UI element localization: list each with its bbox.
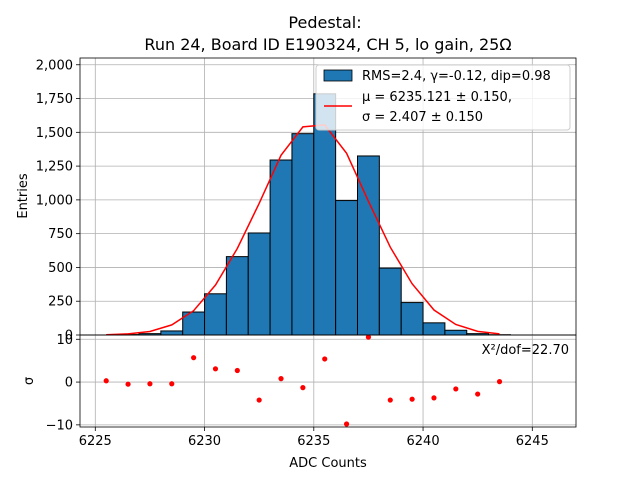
histogram-bar — [335, 200, 358, 336]
residual-point — [300, 385, 306, 391]
bottom-y-ticks: −10 0 10 — [46, 333, 80, 433]
x-tick-label: 6240 — [407, 434, 440, 449]
residual-point — [147, 381, 153, 387]
histogram-bar — [160, 330, 184, 336]
fit-curve — [106, 124, 500, 336]
residual-point — [431, 395, 437, 401]
residual-point — [103, 378, 109, 384]
x-tick-label: 6230 — [188, 434, 221, 449]
legend-box — [315, 64, 571, 131]
residual-point — [343, 421, 350, 427]
residual-point — [191, 355, 197, 361]
residual-point — [496, 379, 503, 385]
bottom-y-axis-label: σ — [22, 377, 37, 385]
residual-panel: −10 0 10 6225 6230 6235 6240 6245 σ ADC Counts… — [22, 333, 577, 471]
legend-fit-label-line2: σ = 2.407 ± 0.150 — [362, 110, 483, 125]
legend-histogram-label: RMS=2.4, γ=-0.12, dip=0.98 — [362, 69, 551, 84]
bottom-y-tick-label: −10 — [46, 418, 73, 433]
bottom-axes-frame — [79, 334, 577, 428]
top-y-axis-label: Entries — [16, 173, 31, 219]
x-axis-label: ADC Counts — [289, 456, 367, 471]
legend-fit-label-line1: μ = 6235.121 ± 0.150, — [362, 90, 512, 105]
residual-point — [169, 381, 175, 387]
top-y-tick-label: 1,250 — [36, 160, 73, 175]
bottom-grid — [80, 335, 576, 427]
top-y-tick-label: 1,750 — [36, 92, 73, 107]
histogram-bar — [269, 159, 293, 336]
histogram-bar — [422, 322, 446, 336]
residual-point — [453, 386, 459, 392]
histogram-bar — [378, 267, 402, 336]
residual-point — [365, 334, 372, 340]
legend: RMS=2.4, γ=-0.12, dip=0.98 μ = 6235.121 … — [315, 64, 571, 131]
histogram-bar — [291, 133, 315, 336]
legend-histogram-swatch — [323, 69, 353, 82]
top-y-tick-label: 2,000 — [36, 58, 73, 73]
histogram-panel: 0 250 500 750 1,000 1,250 1,500 1,750 2,000 Entr… — [16, 57, 577, 344]
chi2-annotation: X²/dof=22.70 — [482, 343, 569, 358]
chart-title-line2: Run 24, Board ID E190324, CH 5, lo gain,… — [144, 35, 511, 54]
chart-title-line1: Pedestal: — [288, 13, 361, 32]
top-y-tick-label: 750 — [48, 227, 73, 242]
top-y-ticks: 0 250 500 750 1,000 1,250 1,500 1,750 2,000 — [36, 58, 80, 344]
top-y-tick-label: 1,500 — [36, 126, 73, 141]
residual-point — [212, 366, 219, 372]
x-tick-label: 6245 — [516, 434, 549, 449]
histogram-bar — [400, 302, 424, 336]
histogram-bar — [247, 232, 271, 336]
x-ticks: 6225 6230 6235 6240 6245 — [79, 427, 549, 449]
histogram-bar — [225, 256, 249, 336]
bottom-y-tick-label: 10 — [56, 333, 73, 348]
residual-point — [475, 391, 481, 397]
top-y-tick-label: 1,000 — [36, 193, 73, 208]
residual-point — [387, 397, 393, 403]
x-tick-label: 6225 — [79, 434, 112, 449]
top-y-tick-label: 500 — [48, 261, 73, 276]
top-y-tick-label: 0 — [65, 329, 73, 344]
residual-points — [103, 334, 503, 427]
histogram-bar — [204, 293, 227, 336]
residual-point — [125, 381, 131, 387]
residual-point — [234, 367, 240, 374]
bottom-y-tick-label: 0 — [65, 376, 73, 391]
top-y-tick-label: 250 — [48, 295, 73, 310]
histogram-bars — [116, 93, 511, 336]
histogram-bar — [444, 329, 468, 336]
residual-point — [409, 396, 415, 402]
residual-point — [278, 376, 284, 382]
x-tick-label: 6235 — [297, 434, 330, 449]
residual-point — [322, 356, 328, 362]
residual-point — [256, 397, 262, 403]
